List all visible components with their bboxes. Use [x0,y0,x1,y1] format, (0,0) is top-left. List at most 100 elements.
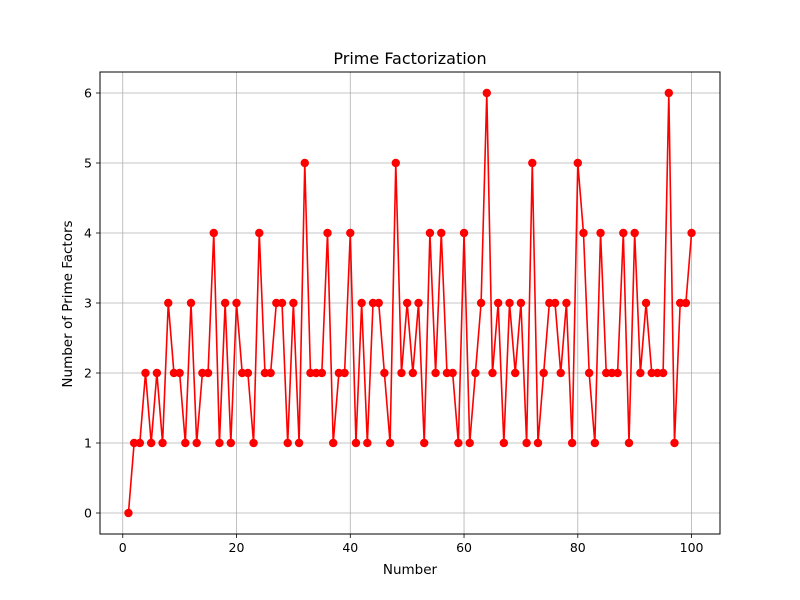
data-point [323,228,332,238]
data-point [670,438,679,448]
x-tick-label: 40 [342,540,358,555]
data-point [619,228,628,238]
data-point [385,438,395,448]
y-tick-label: 6 [84,86,92,101]
data-point [562,298,571,308]
data-point [681,298,691,308]
data-point [226,438,236,448]
data-point [317,368,327,378]
data-point [584,368,594,378]
data-point [300,158,309,168]
data-point [511,368,520,378]
data-point [414,298,423,308]
data-point [533,438,543,448]
y-tick-label: 0 [84,506,92,521]
data-point [482,88,491,98]
data-point [539,368,548,378]
data-point [397,368,406,378]
data-point [687,228,696,238]
data-point [181,438,190,448]
data-point [346,228,355,238]
data-point [448,368,457,378]
data-point [516,298,526,308]
y-axis-title: Number of Prime Factors [60,220,76,387]
data-point [420,438,429,448]
data-point [175,368,184,378]
data-point [164,298,173,308]
data-point [351,438,361,448]
data-point [624,438,634,448]
y-tick-label: 1 [84,436,92,451]
data-point [641,298,651,308]
data-point [437,228,446,238]
x-tick-label: 0 [119,540,127,555]
data-point [232,298,241,308]
data-point [465,438,474,448]
data-point [158,438,167,448]
data-point [146,438,156,448]
data-point [289,298,298,308]
data-point [124,508,133,518]
data-point [505,298,514,308]
data-point [186,298,196,308]
x-tick-label: 100 [680,540,704,555]
data-point [380,368,389,378]
series-layer [124,88,696,518]
data-point [590,438,600,448]
data-point [596,228,605,238]
data-point [277,298,287,308]
data-point [488,368,497,378]
data-point [152,368,162,378]
data-point [294,438,304,448]
data-point [363,438,372,448]
data-point [471,368,480,378]
data-point [493,298,503,308]
data-point [636,368,645,378]
data-point [340,368,349,378]
data-point [329,438,338,448]
chart-title: Prime Factorization [333,49,486,68]
data-point [454,438,463,448]
data-point [215,438,224,448]
data-point [425,228,435,238]
data-point [476,298,486,308]
data-point [391,158,400,168]
data-point [613,368,622,378]
data-point [630,228,639,238]
data-point [573,158,582,168]
data-point [243,368,253,378]
x-tick-label: 20 [229,540,245,555]
data-point [255,228,264,238]
data-point [283,438,292,448]
ticks: 0 20 40 60 80 100 0 1 2 3 4 5 6 [84,86,703,556]
data-point [664,88,674,98]
data-point [249,438,258,448]
data-point [203,368,213,378]
data-point [528,158,537,168]
x-tick-label: 80 [570,540,586,555]
data-point [141,368,150,378]
data-point [357,298,366,308]
data-point [266,368,275,378]
data-point [522,438,531,448]
series-line [127,92,693,514]
data-point [658,368,668,378]
y-tick-label: 3 [84,296,92,311]
x-tick-label: 60 [456,540,472,555]
data-point [220,298,230,308]
y-tick-label: 2 [84,366,92,381]
y-tick-label: 5 [84,156,92,171]
data-point [556,368,565,378]
data-point [374,298,383,308]
data-point [550,298,560,308]
x-axis-title: Number [383,562,438,578]
y-tick-label: 4 [84,226,92,241]
data-point [209,228,218,238]
data-point [431,368,440,378]
data-point [135,438,145,448]
data-point [408,368,418,378]
data-point [192,438,201,448]
data-point [579,228,588,238]
data-point [402,298,412,308]
